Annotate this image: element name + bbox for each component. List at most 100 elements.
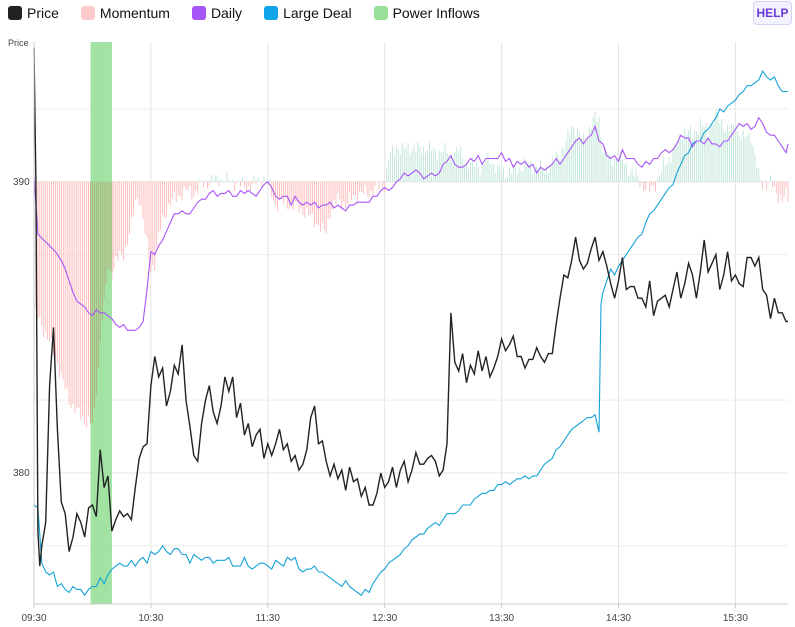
momentum-bar: [460, 146, 462, 182]
momentum-bar: [222, 181, 224, 182]
momentum-bar: [688, 129, 690, 182]
momentum-overlap-bar: [111, 181, 113, 273]
momentum-bar: [255, 181, 257, 184]
momentum-bar: [719, 123, 721, 182]
momentum-bar: [503, 167, 504, 182]
momentum-bar: [639, 181, 641, 188]
momentum-bar: [582, 133, 584, 182]
momentum-bar: [210, 175, 212, 182]
momentum-overlap-bar: [105, 181, 107, 284]
momentum-bar: [565, 141, 567, 182]
momentum-bar: [637, 176, 639, 182]
momentum-bar: [468, 169, 469, 182]
momentum-bar: [645, 181, 647, 190]
momentum-bar: [393, 154, 395, 182]
momentum-bar: [292, 181, 294, 210]
momentum-bar: [142, 181, 144, 220]
momentum-bar: [208, 181, 210, 186]
momentum-bar: [392, 145, 393, 182]
momentum-bar: [536, 166, 538, 182]
momentum-bar: [569, 134, 571, 182]
momentum-bar: [625, 163, 627, 182]
momentum-bar: [657, 177, 658, 182]
price-line: [33, 47, 788, 567]
momentum-bar: [711, 122, 713, 182]
momentum-bar: [715, 108, 717, 182]
momentum-bar: [590, 129, 592, 182]
momentum-overlap-bar: [109, 181, 111, 271]
momentum-bar: [203, 181, 204, 188]
momentum-overlap-bar: [91, 181, 93, 424]
momentum-bar: [49, 181, 51, 342]
momentum-bar: [614, 159, 616, 182]
momentum-bar: [588, 126, 590, 182]
momentum-bar: [327, 181, 329, 219]
y-tick-label: 380: [13, 468, 30, 479]
legend-swatch-power-inflows: [373, 6, 388, 20]
legend-item-daily[interactable]: Daily: [191, 5, 242, 21]
momentum-bar: [690, 126, 692, 182]
momentum-bar: [740, 139, 742, 182]
momentum-bar: [353, 181, 354, 196]
legend-item-large-deal[interactable]: Large Deal: [264, 5, 352, 21]
momentum-bar: [333, 181, 335, 201]
x-tick-label: 13:30: [489, 613, 514, 624]
momentum-bar: [458, 151, 460, 182]
momentum-bar: [300, 181, 302, 208]
momentum-bar: [132, 181, 134, 216]
momentum-bar: [694, 130, 695, 182]
momentum-bar: [271, 181, 273, 198]
momentum-bars: [35, 108, 789, 428]
momentum-bar: [316, 181, 317, 224]
x-tick-label: 14:30: [606, 613, 631, 624]
momentum-bar: [438, 150, 440, 182]
help-button[interactable]: HELP: [753, 1, 792, 25]
momentum-bar: [43, 181, 45, 338]
momentum-bar: [508, 167, 510, 182]
momentum-bar: [436, 159, 438, 182]
momentum-overlap-bar: [90, 181, 92, 423]
momentum-bar: [577, 129, 579, 182]
momentum-bar: [629, 172, 631, 182]
momentum-bar: [47, 181, 49, 340]
momentum-bar: [658, 175, 660, 182]
momentum-bar: [129, 181, 130, 235]
legend-item-price[interactable]: Price: [8, 5, 59, 21]
momentum-bar: [686, 134, 688, 182]
momentum-bar: [610, 155, 612, 182]
momentum-bar: [169, 181, 171, 206]
momentum-bar: [616, 158, 617, 182]
momentum-bar: [269, 179, 271, 182]
momentum-bar: [325, 181, 327, 234]
momentum-bar: [680, 138, 682, 182]
legend-item-momentum[interactable]: Momentum: [80, 5, 170, 21]
momentum-bar: [432, 147, 434, 182]
x-tick-label: 12:30: [372, 613, 397, 624]
momentum-bar: [199, 180, 201, 182]
momentum-bar: [298, 181, 300, 213]
momentum-overlap-bar: [97, 181, 99, 369]
momentum-bar: [144, 181, 146, 234]
momentum-bar: [534, 167, 536, 182]
momentum-bar: [117, 181, 119, 262]
momentum-bar: [335, 181, 337, 205]
momentum-bar: [154, 181, 156, 271]
momentum-bar: [171, 181, 173, 198]
momentum-bar: [302, 181, 304, 215]
large-deal-line: [33, 69, 788, 597]
momentum-bar: [45, 181, 47, 331]
momentum-bar: [584, 140, 586, 182]
momentum-bar: [760, 180, 762, 182]
momentum-bar: [573, 127, 575, 182]
momentum-bar: [631, 168, 633, 182]
momentum-bar: [150, 181, 152, 273]
momentum-bar: [787, 181, 789, 203]
momentum-bar: [623, 164, 625, 182]
legend-item-power-inflows[interactable]: Power Inflows: [373, 5, 480, 21]
momentum-bar: [549, 164, 551, 182]
momentum-overlap-bar: [93, 181, 95, 409]
momentum-bar: [670, 162, 672, 182]
momentum-bar: [185, 181, 187, 190]
momentum-bar: [372, 181, 374, 198]
momentum-bar: [275, 181, 277, 206]
